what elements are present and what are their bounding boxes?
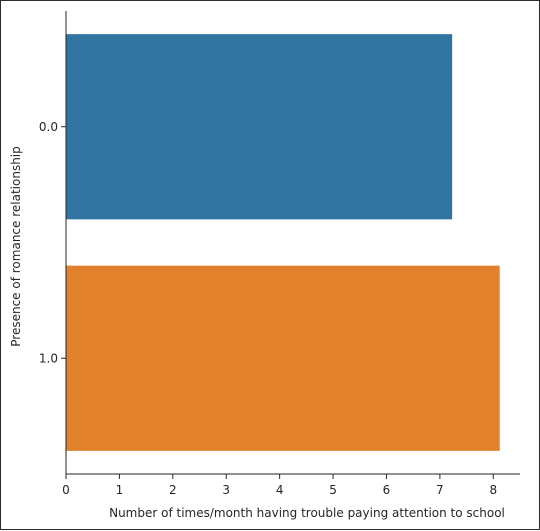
y-tick-label: 1.0 [39, 351, 58, 365]
y-axis-label: Presence of romance relationship [9, 146, 23, 346]
y-ticks-group: 0.0 1.0 [39, 120, 66, 365]
bar-0.0 [66, 34, 453, 220]
x-axis-label: Number of times/month having trouble pay… [109, 506, 505, 520]
x-ticks-group: 0 1 2 3 4 5 6 7 8 [62, 474, 497, 497]
x-tick-label: 6 [383, 483, 391, 497]
bars-group [66, 34, 500, 451]
y-tick-label: 0.0 [39, 120, 58, 134]
x-tick-label: 3 [222, 483, 230, 497]
x-tick-label: 8 [489, 483, 497, 497]
x-tick-label: 0 [62, 483, 70, 497]
x-tick-label: 5 [329, 483, 337, 497]
x-tick-label: 4 [276, 483, 284, 497]
x-tick-label: 2 [169, 483, 177, 497]
x-tick-label: 7 [436, 483, 444, 497]
bar-1.0 [66, 265, 500, 451]
x-tick-label: 1 [116, 483, 124, 497]
